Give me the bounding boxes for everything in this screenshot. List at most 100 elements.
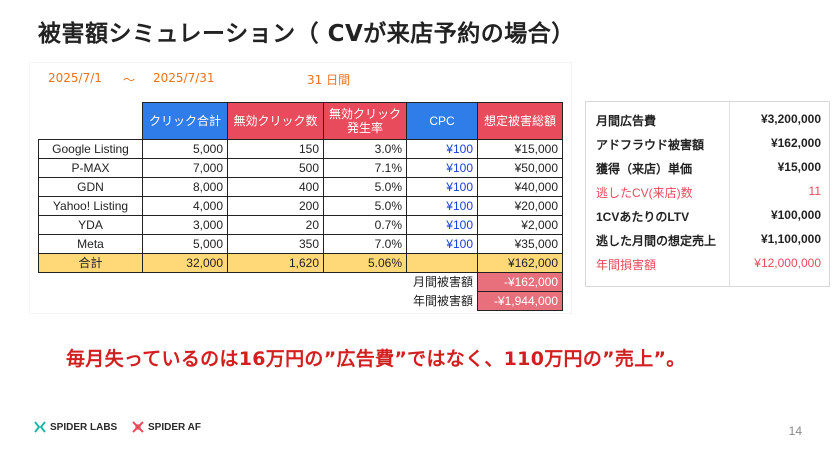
table-header-row: クリック合計 無効クリック数 無効クリック 発生率 CPC 想定被害総額 xyxy=(38,102,563,140)
summary-row: 逃したCV(来店)数 11 xyxy=(596,181,821,203)
summary-value: ¥3,200,000 xyxy=(760,112,821,126)
total-damage: ¥162,000 xyxy=(477,253,563,273)
table-row: Google Listing 5,000 150 3.0% ¥100 ¥15,0… xyxy=(38,139,563,159)
monthly-damage-label: 月間被害額 xyxy=(406,272,478,292)
summary-label: アドフラウド被害額 xyxy=(596,138,705,152)
summary-row: 獲得（来店）単価 ¥15,000 xyxy=(596,157,821,179)
monthly-damage-row: 月間被害額 -¥162,000 xyxy=(38,272,563,292)
total-name: 合計 xyxy=(38,253,143,273)
row-name: Meta xyxy=(38,234,143,254)
summary-value: ¥12,000,000 xyxy=(754,256,821,270)
row-clicks: 5,000 xyxy=(142,139,228,159)
summary-value: ¥1,100,000 xyxy=(760,232,821,246)
row-name: Google Listing xyxy=(38,139,143,159)
spider-labs-text: SPIDER LABS xyxy=(50,421,118,433)
table-row: P-MAX 7,000 500 7.1% ¥100 ¥50,000 xyxy=(38,158,563,178)
spider-af-icon xyxy=(132,421,144,433)
row-damage: ¥2,000 xyxy=(477,215,563,235)
row-damage: ¥20,000 xyxy=(477,196,563,216)
table-row: Meta 5,000 350 7.0% ¥100 ¥35,000 xyxy=(38,234,563,254)
slide-title: 被害額シミュレーション（ CVが来店予約の場合） xyxy=(38,21,575,47)
row-rate: 0.7% xyxy=(323,215,407,235)
row-damage: ¥15,000 xyxy=(477,139,563,159)
table-row: GDN 8,000 400 5.0% ¥100 ¥40,000 xyxy=(38,177,563,197)
period-separator: 〜 xyxy=(123,73,136,87)
summary-value: ¥15,000 xyxy=(777,160,821,174)
headline-message: 毎月失っているのは16万円の”広告費”ではなく、110万円の”売上”。 xyxy=(66,348,686,370)
row-clicks: 5,000 xyxy=(142,234,228,254)
spider-af-logo: SPIDER AF xyxy=(132,421,201,433)
spider-af-text: SPIDER AF xyxy=(148,421,201,433)
total-cpc xyxy=(406,253,478,273)
table-row: YDA 3,000 20 0.7% ¥100 ¥2,000 xyxy=(38,215,563,235)
summary-row: 月間広告費 ¥3,200,000 xyxy=(596,109,821,131)
summary-value: ¥162,000 xyxy=(770,136,821,150)
row-cpc: ¥100 xyxy=(406,234,478,254)
table-total-row: 合計 32,000 1,620 5.06% ¥162,000 xyxy=(38,253,563,273)
row-rate: 7.1% xyxy=(323,158,407,178)
summary-divider xyxy=(729,102,730,286)
period-end: 2025/7/31 xyxy=(153,71,215,85)
row-damage: ¥50,000 xyxy=(477,158,563,178)
row-clicks: 3,000 xyxy=(142,215,228,235)
yearly-damage-label: 年間被害額 xyxy=(406,291,478,311)
row-cpc: ¥100 xyxy=(406,177,478,197)
row-clicks: 8,000 xyxy=(142,177,228,197)
summary-row: 年間損害額 ¥12,000,000 xyxy=(596,253,821,275)
row-rate: 5.0% xyxy=(323,177,407,197)
spreadsheet-panel: 2025/7/1 〜 2025/7/31 31 日間 クリック合計 無効クリック… xyxy=(30,63,571,313)
summary-panel: 月間広告費 ¥3,200,000 アドフラウド被害額 ¥162,000 獲得（来… xyxy=(585,101,830,287)
yearly-damage-row: 年間被害額 -¥1,944,000 xyxy=(38,291,563,311)
header-invalid: 無効クリック数 xyxy=(227,102,324,140)
row-clicks: 7,000 xyxy=(142,158,228,178)
period-start: 2025/7/1 xyxy=(48,71,102,85)
row-rate: 5.0% xyxy=(323,196,407,216)
row-invalid: 20 xyxy=(227,215,324,235)
spider-labs-logo: SPIDER LABS xyxy=(34,421,117,433)
total-clicks: 32,000 xyxy=(142,253,228,273)
summary-label: 1CVあたりのLTV xyxy=(596,210,690,224)
row-name: Yahoo! Listing xyxy=(38,196,143,216)
summary-row: 逃した月間の想定売上 ¥1,100,000 xyxy=(596,229,821,251)
page-number: 14 xyxy=(788,424,802,438)
summary-value: 11 xyxy=(808,184,821,198)
row-clicks: 4,000 xyxy=(142,196,228,216)
row-invalid: 500 xyxy=(227,158,324,178)
row-invalid: 350 xyxy=(227,234,324,254)
summary-label: 逃した月間の想定売上 xyxy=(596,234,717,248)
summary-row: 1CVあたりのLTV ¥100,000 xyxy=(596,205,821,227)
row-rate: 7.0% xyxy=(323,234,407,254)
summary-label: 獲得（来店）単価 xyxy=(596,162,693,176)
row-cpc: ¥100 xyxy=(406,196,478,216)
yearly-damage-value: -¥1,944,000 xyxy=(477,291,563,311)
row-name: GDN xyxy=(38,177,143,197)
row-cpc: ¥100 xyxy=(406,158,478,178)
summary-value: ¥100,000 xyxy=(770,208,821,222)
header-blank xyxy=(38,102,143,140)
summary-label: 逃したCV(来店)数 xyxy=(596,186,693,200)
row-cpc: ¥100 xyxy=(406,215,478,235)
total-rate: 5.06% xyxy=(323,253,407,273)
spider-labs-icon xyxy=(34,421,46,433)
row-rate: 3.0% xyxy=(323,139,407,159)
period-days: 31 日間 xyxy=(307,73,351,87)
row-cpc: ¥100 xyxy=(406,139,478,159)
row-damage: ¥40,000 xyxy=(477,177,563,197)
total-invalid: 1,620 xyxy=(227,253,324,273)
header-rate: 無効クリック 発生率 xyxy=(323,102,407,140)
row-name: P-MAX xyxy=(38,158,143,178)
table-row: Yahoo! Listing 4,000 200 5.0% ¥100 ¥20,0… xyxy=(38,196,563,216)
damage-table: クリック合計 無効クリック数 無効クリック 発生率 CPC 想定被害総額 Goo… xyxy=(38,102,563,311)
row-invalid: 200 xyxy=(227,196,324,216)
monthly-damage-value: -¥162,000 xyxy=(477,272,563,292)
row-damage: ¥35,000 xyxy=(477,234,563,254)
header-cpc: CPC xyxy=(406,102,478,140)
row-invalid: 150 xyxy=(227,139,324,159)
summary-label: 年間損害額 xyxy=(596,258,657,272)
row-invalid: 400 xyxy=(227,177,324,197)
header-clicks: クリック合計 xyxy=(142,102,228,140)
summary-row: アドフラウド被害額 ¥162,000 xyxy=(596,133,821,155)
header-damage: 想定被害総額 xyxy=(477,102,563,140)
row-name: YDA xyxy=(38,215,143,235)
summary-label: 月間広告費 xyxy=(596,114,657,128)
